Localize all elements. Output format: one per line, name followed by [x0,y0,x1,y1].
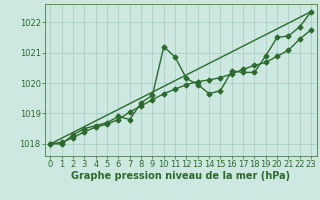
X-axis label: Graphe pression niveau de la mer (hPa): Graphe pression niveau de la mer (hPa) [71,171,290,181]
